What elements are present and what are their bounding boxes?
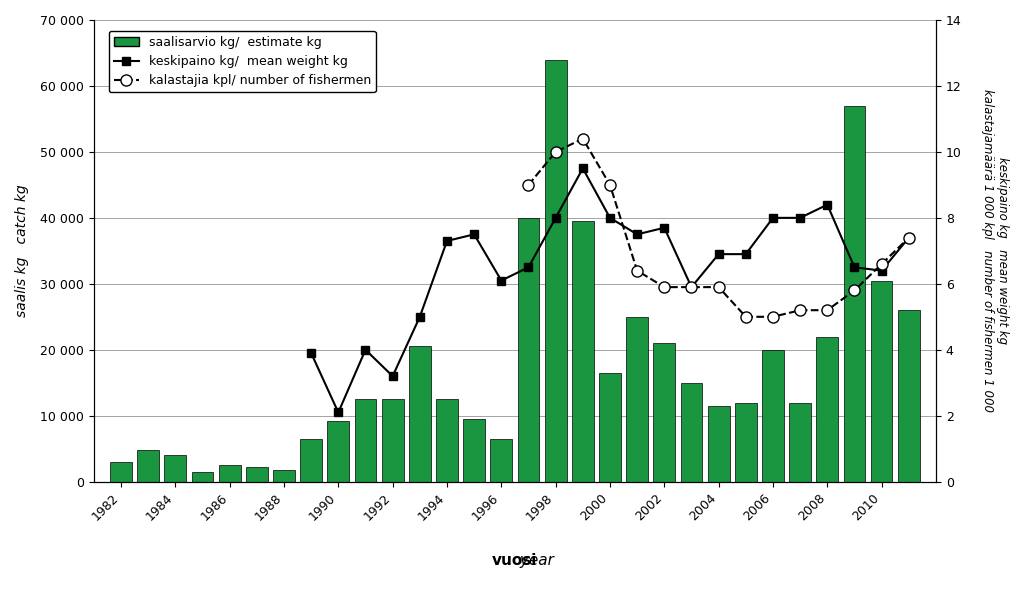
Bar	[436, 399, 458, 482]
Bar	[246, 467, 267, 482]
Text: vuosi: vuosi	[493, 553, 538, 568]
Bar	[219, 465, 241, 482]
Bar	[627, 317, 648, 482]
Bar	[300, 439, 322, 482]
Bar	[762, 350, 783, 482]
Bar	[735, 402, 757, 482]
Bar	[409, 346, 431, 482]
Bar	[681, 383, 702, 482]
Bar	[870, 280, 893, 482]
Bar	[111, 462, 132, 482]
Bar	[572, 221, 594, 482]
Bar	[708, 406, 729, 482]
Bar	[382, 399, 403, 482]
Bar	[273, 470, 295, 482]
Bar	[898, 310, 920, 482]
Bar	[653, 343, 675, 482]
Bar	[790, 402, 811, 482]
Y-axis label: keskipaino kg   mean weight kg
kalastajamäärä 1 000 kpl   number of fishermen 1 : keskipaino kg mean weight kg kalastajamä…	[981, 89, 1009, 412]
Bar	[354, 399, 377, 482]
Y-axis label: saalis kg   catch kg: saalis kg catch kg	[15, 185, 29, 317]
Bar	[165, 455, 186, 482]
Bar	[463, 419, 485, 482]
Text: year: year	[476, 553, 554, 568]
Bar	[844, 106, 865, 482]
Bar	[816, 336, 839, 482]
Bar	[599, 373, 621, 482]
Bar	[328, 421, 349, 482]
Bar	[191, 472, 213, 482]
Bar	[137, 450, 159, 482]
Bar	[490, 439, 512, 482]
Legend: saalisarvio kg/  estimate kg, keskipaino kg/  mean weight kg, kalastajia kpl/ nu: saalisarvio kg/ estimate kg, keskipaino …	[109, 31, 376, 92]
Bar	[517, 218, 540, 482]
Bar	[545, 60, 566, 482]
